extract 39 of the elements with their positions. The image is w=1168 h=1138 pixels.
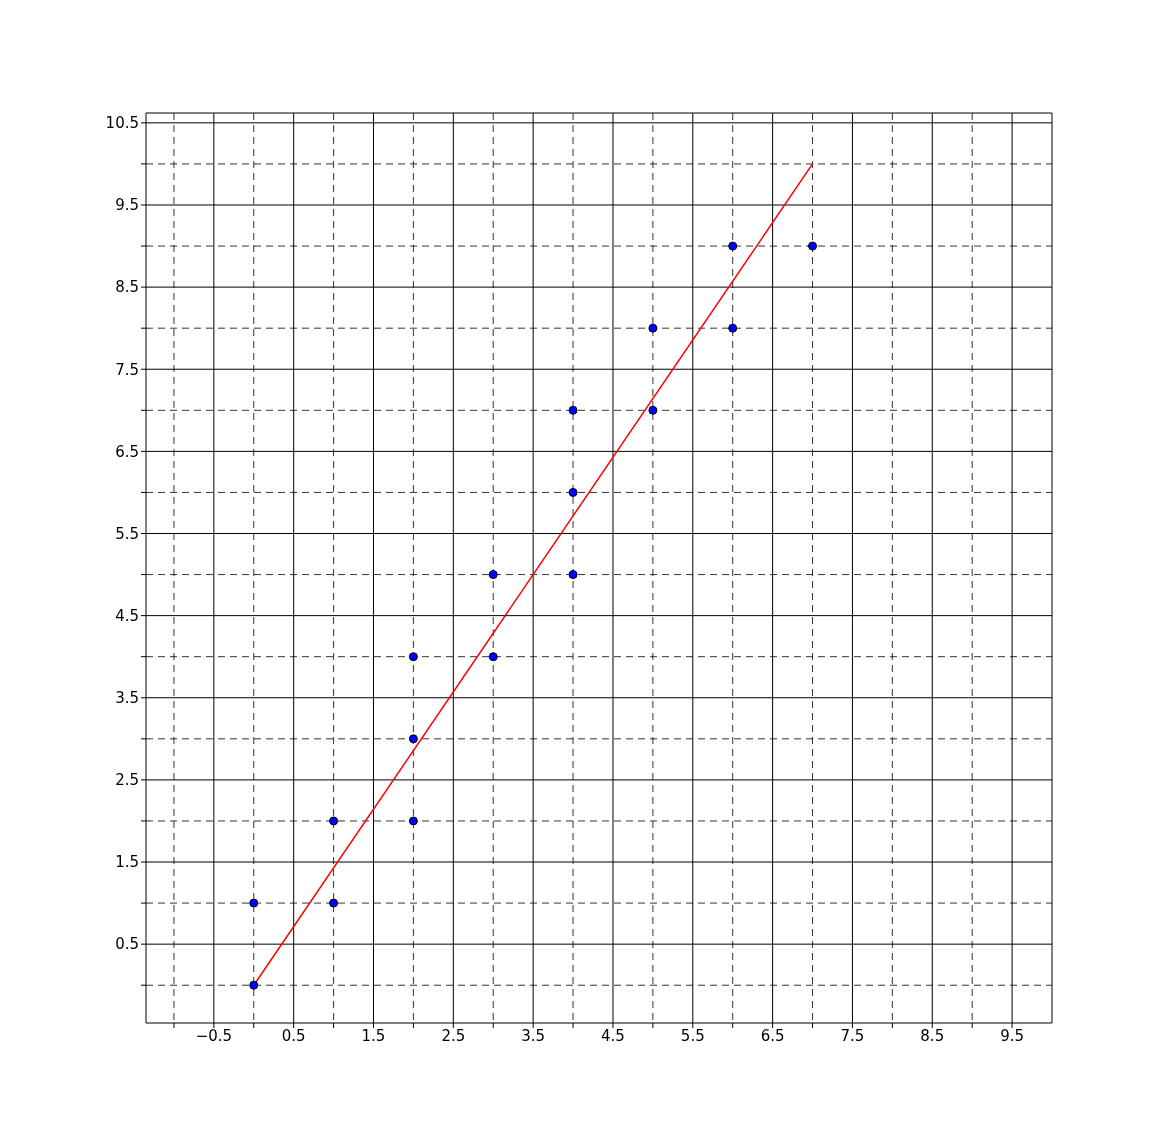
y-tick-label: 8.5: [115, 278, 139, 297]
point: [249, 980, 259, 990]
point: [329, 816, 339, 826]
y-tick-label: 9.5: [115, 196, 139, 215]
y-tick-label: 10.5: [105, 114, 139, 133]
point: [648, 323, 658, 333]
point: [568, 570, 578, 580]
point: [329, 898, 339, 908]
x-tick-label: 3.5: [521, 1026, 546, 1045]
point: [568, 405, 578, 415]
y-tick-label: 3.5: [115, 689, 139, 708]
y-tick-label: 1.5: [115, 853, 139, 872]
x-tick-label: 8.5: [920, 1026, 945, 1045]
point: [408, 816, 418, 826]
x-tick-label: 9.5: [1000, 1026, 1025, 1045]
y-tick-label: 2.5: [115, 771, 139, 790]
x-tick-label: 1.5: [361, 1026, 386, 1045]
x-tick-label: 7.5: [840, 1026, 865, 1045]
point: [728, 323, 738, 333]
x-tick-label: −0.5: [195, 1026, 233, 1045]
point: [808, 241, 818, 251]
x-tick-label: 5.5: [680, 1026, 705, 1045]
point: [488, 570, 498, 580]
y-tick-label: 7.5: [115, 360, 139, 379]
y-tick-label: 4.5: [115, 606, 139, 625]
point: [648, 405, 658, 415]
point: [728, 241, 738, 251]
y-tick-label: 0.5: [115, 935, 139, 954]
point: [568, 487, 578, 497]
point: [408, 652, 418, 662]
y-tick-label: 5.5: [115, 524, 139, 543]
x-tick-label: 6.5: [760, 1026, 785, 1045]
point: [488, 652, 498, 662]
point: [408, 734, 418, 744]
x-tick-label: 0.5: [281, 1026, 306, 1045]
y-tick-label: 6.5: [115, 442, 139, 461]
x-tick-label: 2.5: [441, 1026, 466, 1045]
point: [249, 898, 259, 908]
x-tick-label: 4.5: [601, 1026, 625, 1045]
